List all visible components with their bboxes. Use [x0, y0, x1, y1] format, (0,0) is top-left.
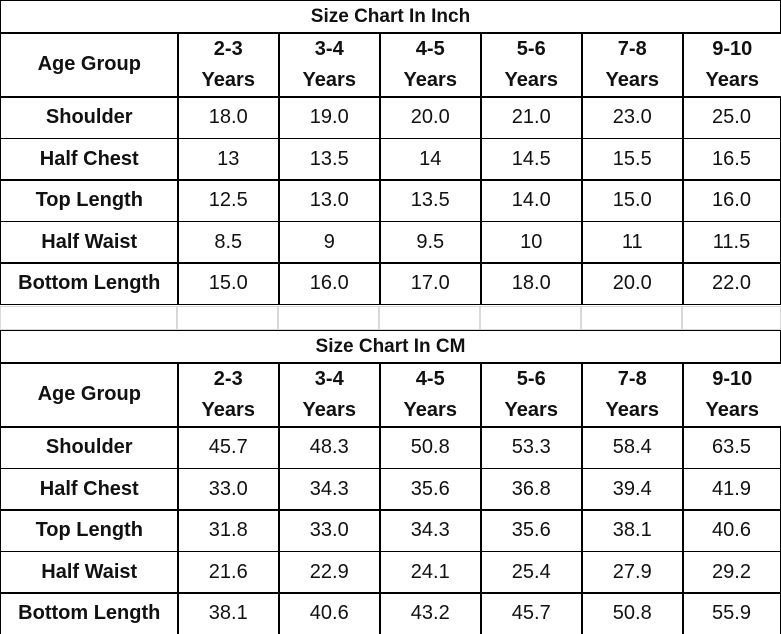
- header-cell: 2-3 Years: [177, 362, 280, 428]
- value-cell: 14.0: [480, 179, 583, 223]
- value-cell: 21.0: [480, 96, 583, 140]
- spacer-cell: [278, 306, 379, 330]
- value-cell: 15.5: [581, 137, 684, 181]
- value-cell: 20.0: [581, 262, 684, 306]
- value-cell: 13.5: [278, 137, 381, 181]
- table-title: Size Chart In CM: [0, 330, 781, 364]
- header-cell: 7-8 Years: [581, 362, 684, 428]
- value-cell: 24.1: [379, 550, 482, 594]
- value-cell: 15.0: [177, 262, 280, 306]
- header-cell: 3-4 Years: [278, 32, 381, 98]
- spacer-cell: [682, 306, 781, 330]
- value-cell: 11.5: [682, 220, 781, 264]
- value-cell: 35.6: [379, 467, 482, 511]
- value-cell: 41.9: [682, 467, 781, 511]
- spacer-cell: [480, 306, 581, 330]
- value-cell: 35.6: [480, 509, 583, 553]
- value-cell: 18.0: [480, 262, 583, 306]
- value-cell: 10: [480, 220, 583, 264]
- row-label: Half Waist: [0, 220, 179, 264]
- value-cell: 19.0: [278, 96, 381, 140]
- value-cell: 38.1: [581, 509, 684, 553]
- value-cell: 31.8: [177, 509, 280, 553]
- value-cell: 50.8: [581, 592, 684, 634]
- value-cell: 9: [278, 220, 381, 264]
- header-cell: 5-6 Years: [480, 32, 583, 98]
- value-cell: 15.0: [581, 179, 684, 223]
- value-cell: 39.4: [581, 467, 684, 511]
- value-cell: 14.5: [480, 137, 583, 181]
- value-cell: 16.5: [682, 137, 781, 181]
- row-label: Half Waist: [0, 550, 179, 594]
- value-cell: 40.6: [278, 592, 381, 634]
- value-cell: 13.5: [379, 179, 482, 223]
- header-cell: 5-6 Years: [480, 362, 583, 428]
- value-cell: 8.5: [177, 220, 280, 264]
- value-cell: 29.2: [682, 550, 781, 594]
- header-cell: Age Group: [0, 362, 179, 428]
- header-cell: 9-10 Years: [682, 362, 781, 428]
- spacer-cell: [0, 306, 177, 330]
- value-cell: 16.0: [682, 179, 781, 223]
- header-cell: 4-5 Years: [379, 362, 482, 428]
- value-cell: 13: [177, 137, 280, 181]
- value-cell: 33.0: [278, 509, 381, 553]
- value-cell: 16.0: [278, 262, 381, 306]
- value-cell: 17.0: [379, 262, 482, 306]
- value-cell: 22.9: [278, 550, 381, 594]
- header-cell: 7-8 Years: [581, 32, 684, 98]
- value-cell: 9.5: [379, 220, 482, 264]
- value-cell: 25.0: [682, 96, 781, 140]
- row-label: Top Length: [0, 179, 179, 223]
- value-cell: 20.0: [379, 96, 482, 140]
- header-cell: 2-3 Years: [177, 32, 280, 98]
- spacer-cell: [581, 306, 682, 330]
- value-cell: 13.0: [278, 179, 381, 223]
- value-cell: 18.0: [177, 96, 280, 140]
- value-cell: 21.6: [177, 550, 280, 594]
- header-cell: 3-4 Years: [278, 362, 381, 428]
- value-cell: 63.5: [682, 426, 781, 470]
- value-cell: 40.6: [682, 509, 781, 553]
- value-cell: 36.8: [480, 467, 583, 511]
- value-cell: 33.0: [177, 467, 280, 511]
- value-cell: 58.4: [581, 426, 684, 470]
- row-label: Shoulder: [0, 426, 179, 470]
- value-cell: 43.2: [379, 592, 482, 634]
- header-cell: 4-5 Years: [379, 32, 482, 98]
- table-title: Size Chart In Inch: [0, 0, 781, 34]
- spacer-cell: [379, 306, 480, 330]
- value-cell: 50.8: [379, 426, 482, 470]
- value-cell: 45.7: [177, 426, 280, 470]
- row-label: Bottom Length: [0, 592, 179, 634]
- value-cell: 14: [379, 137, 482, 181]
- row-label: Half Chest: [0, 137, 179, 181]
- value-cell: 34.3: [278, 467, 381, 511]
- header-cell: 9-10 Years: [682, 32, 781, 98]
- value-cell: 22.0: [682, 262, 781, 306]
- value-cell: 25.4: [480, 550, 583, 594]
- value-cell: 55.9: [682, 592, 781, 634]
- value-cell: 53.3: [480, 426, 583, 470]
- value-cell: 45.7: [480, 592, 583, 634]
- spacer-cell: [177, 306, 278, 330]
- value-cell: 27.9: [581, 550, 684, 594]
- row-label: Shoulder: [0, 96, 179, 140]
- row-label: Bottom Length: [0, 262, 179, 306]
- value-cell: 48.3: [278, 426, 381, 470]
- value-cell: 11: [581, 220, 684, 264]
- header-cell: Age Group: [0, 32, 179, 98]
- row-label: Top Length: [0, 509, 179, 553]
- value-cell: 12.5: [177, 179, 280, 223]
- row-label: Half Chest: [0, 467, 179, 511]
- value-cell: 23.0: [581, 96, 684, 140]
- value-cell: 38.1: [177, 592, 280, 634]
- value-cell: 34.3: [379, 509, 482, 553]
